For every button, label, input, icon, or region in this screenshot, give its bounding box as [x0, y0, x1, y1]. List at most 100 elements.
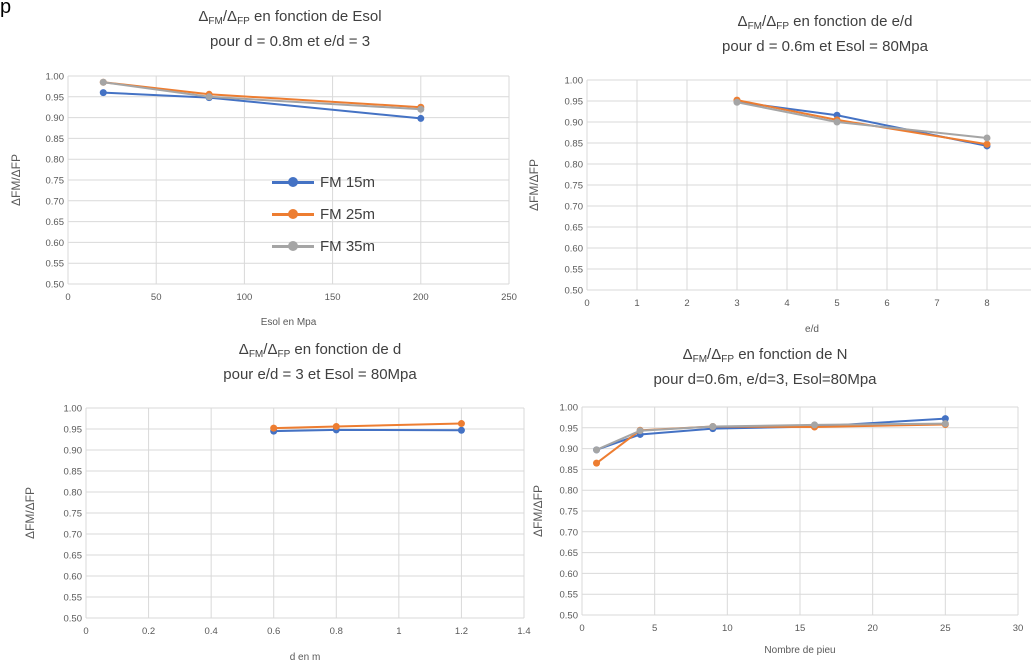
chart-subtitle: pour d=0.6m, e/d=3, Esol=80Mpa — [653, 371, 877, 388]
data-point — [983, 140, 991, 148]
y-axis-label: ΔFM/ΔFP — [527, 159, 541, 211]
x-axis-label: Nombre de pieu — [764, 645, 835, 656]
y-tick-label: 0.85 — [46, 134, 65, 145]
y-tick-label: 0.60 — [46, 238, 65, 249]
x-tick-label: 0 — [579, 623, 584, 634]
x-tick-label: 1 — [396, 626, 401, 637]
y-tick-label: 0.85 — [560, 465, 579, 476]
x-tick-label: 1.4 — [517, 626, 530, 637]
y-tick-label: 0.95 — [46, 92, 65, 103]
legend-swatch — [272, 241, 314, 251]
x-tick-label: 10 — [722, 623, 733, 634]
legend-swatch — [272, 177, 314, 187]
series-line — [273, 428, 462, 433]
x-tick-label: 15 — [795, 623, 806, 634]
corner-text: p — [0, 0, 12, 18]
data-point — [417, 114, 425, 122]
chart-title: ΔFM/ΔFP en fonction de N pour d=0.6m, e/… — [653, 346, 877, 388]
x-tick-label: 30 — [1013, 623, 1024, 634]
chart-svg: 0.50 0.55 0.60 0.65 0.70 0.75 0.80 0.85 0.90 0.95… — [527, 76, 1031, 335]
y-tick-label: 0.55 — [560, 590, 579, 601]
chart-title-text: en fonction de d — [294, 341, 402, 358]
chart-svg: 0.50 0.55 0.60 0.65 0.70 0.75 0.80 0.85 0.90 0.95… — [9, 72, 517, 329]
y-tick-label: 0.80 — [560, 486, 579, 497]
chart-title: ΔFM/ΔFP en fonction de e/d pour d = 0.6m… — [722, 13, 928, 55]
data-point — [270, 424, 278, 432]
chart-title-text: en fonction de e/d — [793, 13, 913, 30]
x-tick-label: 8 — [984, 298, 989, 309]
chart-title-text: en fonction de N — [738, 346, 848, 363]
y-tick-label: 0.80 — [46, 155, 65, 166]
y-tick-label: 0.65 — [64, 551, 83, 562]
x-tick-label: 0.8 — [330, 626, 343, 637]
y-tick-label: 0.50 — [560, 611, 579, 622]
y-axis-label: ΔFM/ΔFP — [23, 487, 37, 539]
data-point — [636, 427, 644, 435]
x-tick-label: 100 — [236, 292, 252, 303]
data-point — [593, 459, 601, 467]
x-tick-label: 3 — [734, 298, 739, 309]
x-tick-label: 0 — [83, 626, 88, 637]
y-tick-label: 0.80 — [565, 160, 584, 171]
y-tick-label: 0.95 — [560, 423, 579, 434]
y-tick-label: 0.95 — [565, 97, 584, 108]
chart-ed: 0.50 0.55 0.60 0.65 0.70 0.75 0.80 0.85 0.90 0.95… — [520, 0, 1031, 335]
x-tick-label: 2 — [684, 298, 689, 309]
chart-svg: 0.50 0.55 0.60 0.65 0.70 0.75 0.80 0.85 0.90 0.95… — [531, 403, 1024, 657]
y-tick-label: 0.85 — [565, 139, 584, 150]
chart-title: ΔFM/ΔFP en fonction de Esol pour d = 0.8… — [198, 8, 382, 50]
data-point — [99, 78, 107, 86]
x-axis-label: d en m — [290, 652, 321, 662]
y-tick-label: 1.00 — [46, 72, 65, 83]
data-point — [457, 420, 465, 428]
x-tick-label: 1 — [634, 298, 639, 309]
chart-subtitle: pour e/d = 3 et Esol = 80Mpa — [223, 366, 417, 383]
y-tick-label: 0.95 — [64, 425, 83, 436]
y-tick-label: 0.90 — [46, 113, 65, 124]
x-tick-label: 5 — [652, 623, 657, 634]
data-point — [457, 426, 465, 434]
y-tick-label: 0.50 — [565, 286, 584, 297]
x-tick-label: 5 — [834, 298, 839, 309]
x-tick-label: 4 — [784, 298, 789, 309]
y-tick-label: 0.75 — [64, 509, 83, 520]
legend-item: FM 15m — [272, 166, 375, 198]
chart-legend: FM 15m FM 25m FM 35m — [272, 166, 375, 262]
y-tick-label: 0.55 — [64, 593, 83, 604]
y-tick-label: 0.90 — [64, 446, 83, 457]
x-tick-label: 7 — [934, 298, 939, 309]
y-tick-label: 0.60 — [64, 572, 83, 583]
y-tick-label: 0.65 — [560, 548, 579, 559]
chart-n: 0.50 0.55 0.60 0.65 0.70 0.75 0.80 0.85 0.90 0.95… — [530, 335, 1031, 662]
y-tick-label: 1.00 — [565, 76, 584, 87]
y-tick-label: 0.60 — [560, 569, 579, 580]
data-point — [941, 420, 949, 428]
data-point — [417, 105, 425, 113]
data-point — [811, 421, 819, 429]
x-tick-label: 150 — [325, 292, 341, 303]
x-tick-label: 1.2 — [455, 626, 468, 637]
x-tick-label: 0.6 — [267, 626, 280, 637]
data-point — [709, 423, 717, 431]
chart-title: ΔFM/ΔFP en fonction de d pour e/d = 3 et… — [223, 341, 417, 383]
y-tick-label: 0.55 — [46, 259, 65, 270]
x-tick-label: 200 — [413, 292, 429, 303]
y-tick-label: 0.70 — [64, 530, 83, 541]
y-tick-label: 1.00 — [64, 404, 83, 415]
x-tick-label: 50 — [151, 292, 162, 303]
y-tick-label: 1.00 — [560, 403, 579, 414]
y-tick-label: 0.65 — [46, 217, 65, 228]
data-point — [733, 98, 741, 106]
y-tick-label: 0.85 — [64, 467, 83, 478]
x-tick-label: 0 — [65, 292, 70, 303]
x-tick-label: 25 — [940, 623, 951, 634]
y-tick-label: 0.70 — [46, 196, 65, 207]
x-tick-label: 0.2 — [142, 626, 155, 637]
y-axis-label: ΔFM/ΔFP — [531, 485, 545, 537]
y-tick-label: 0.80 — [64, 488, 83, 499]
data-point — [99, 89, 107, 97]
data-point — [983, 134, 991, 142]
y-tick-label: 0.60 — [565, 244, 584, 255]
y-tick-label: 0.75 — [565, 181, 584, 192]
chart-subtitle: pour d = 0.8m et e/d = 3 — [209, 33, 371, 50]
